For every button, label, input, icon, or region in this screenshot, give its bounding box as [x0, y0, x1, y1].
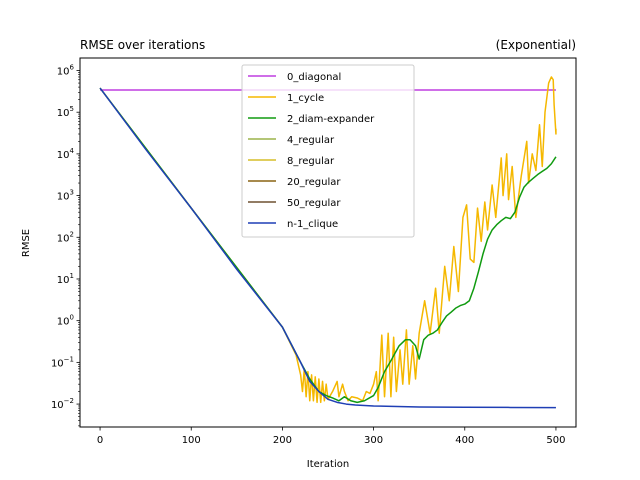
x-tick-label: 300	[364, 435, 383, 446]
legend-label-1_cycle: 1_cycle	[287, 93, 324, 104]
legend-label-8_regular: 8_regular	[287, 156, 335, 167]
y-tick-label: 106	[57, 64, 75, 78]
y-tick-label: 101	[57, 272, 74, 286]
x-tick-label: 200	[273, 435, 292, 446]
chart-title-right: (Exponential)	[496, 38, 576, 52]
x-tick-label: 100	[182, 435, 201, 446]
plot-area-frame	[79, 57, 577, 428]
legend-label-50_regular: 50_regular	[287, 198, 341, 209]
y-tick-label: 10−2	[51, 397, 74, 411]
series-line-n-1_clique	[99, 87, 556, 409]
series-line-1_cycle	[99, 76, 557, 404]
legend-box	[241, 64, 415, 238]
legend: 0_diagonal 1_cycle 2_diam-expander 4_regula…	[241, 64, 415, 238]
legend-label-0_diagonal: 0_diagonal	[287, 72, 341, 83]
legend-label-4_regular: 4_regular	[287, 135, 335, 146]
x-tick-label: 400	[455, 435, 474, 446]
y-axis-label: RMSE	[21, 229, 32, 257]
y-tick-label: 105	[57, 105, 74, 119]
y-tick-label: 103	[57, 189, 74, 203]
y-tick-label: 102	[57, 230, 74, 244]
legend-label-n-1_clique: n-1_clique	[287, 219, 338, 230]
series-line-2_diam-expander	[99, 87, 557, 404]
x-tick-label: 500	[546, 435, 565, 446]
x-tick-label: 0	[97, 435, 103, 446]
y-axis-ticks: 10−2 10−1 100 101 102 103 104 105 106	[51, 64, 80, 427]
legend-label-20_regular: 20_regular	[287, 177, 341, 188]
y-tick-label: 10−1	[51, 355, 74, 369]
x-axis-label: Iteration	[307, 459, 349, 470]
y-tick-label: 104	[57, 147, 75, 161]
series-layer	[99, 76, 557, 409]
chart-title: RMSE over iterations	[80, 38, 205, 52]
legend-label-2_diam-expander: 2_diam-expander	[287, 114, 375, 125]
x-axis-ticks: 0 100 200 300 400 500	[97, 427, 565, 446]
y-tick-label: 100	[57, 314, 74, 328]
